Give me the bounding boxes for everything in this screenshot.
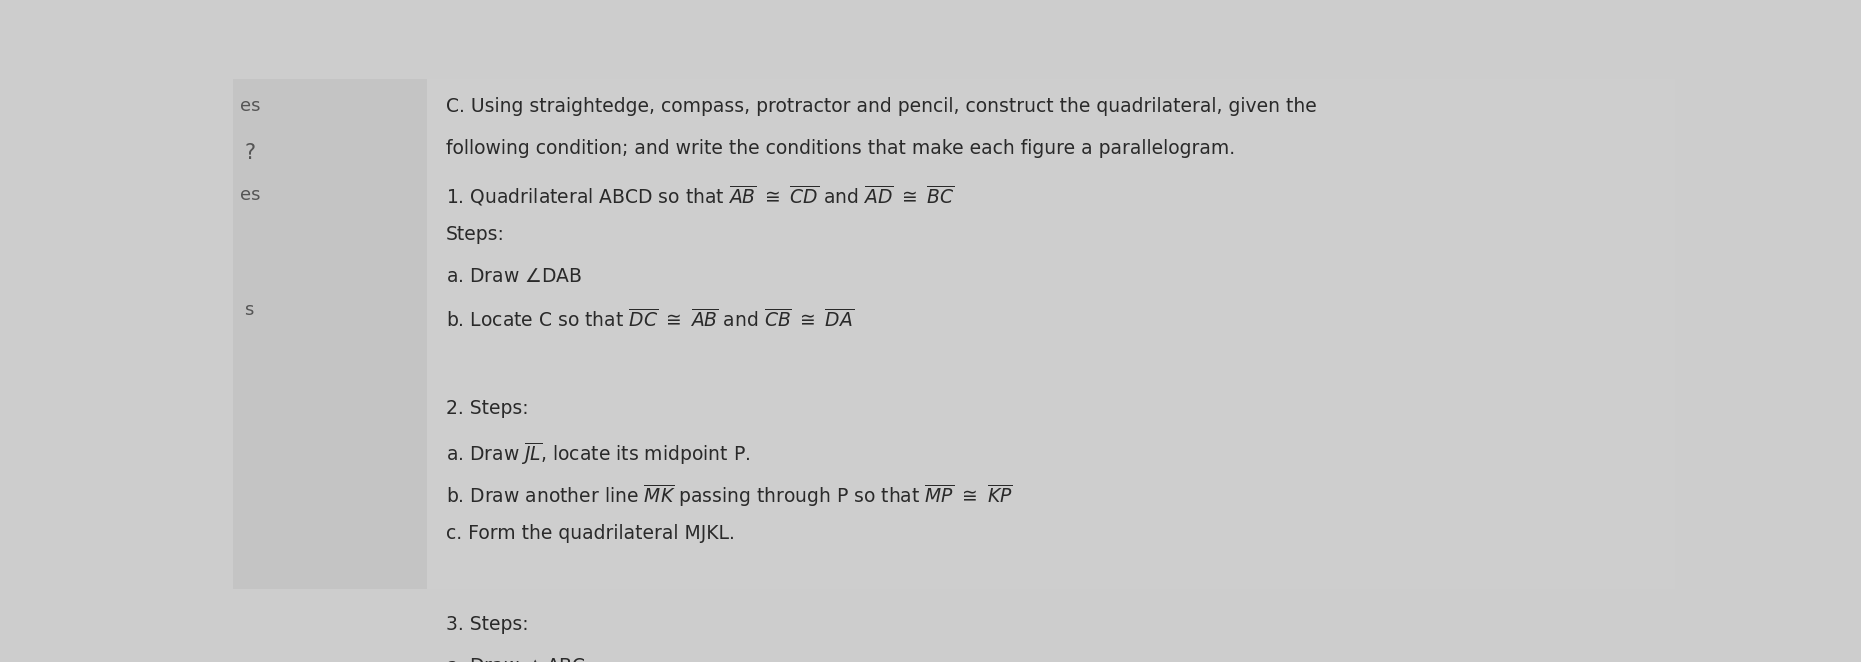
Text: C. Using straightedge, compass, protractor and pencil, construct the quadrilater: C. Using straightedge, compass, protract… [447, 97, 1318, 117]
Bar [233, 79, 428, 589]
Text: a. Draw $\triangle$ABC: a. Draw $\triangle$ABC [447, 657, 586, 662]
Text: b. Draw another line $\overline{MK}$ passing through P so that $\overline{MP}$ $: b. Draw another line $\overline{MK}$ pas… [447, 483, 1012, 509]
Text: 1. Quadrilateral ABCD so that $\overline{AB}$ $\cong$ $\overline{CD}$ and $\over: 1. Quadrilateral ABCD so that $\overline… [447, 183, 955, 208]
Text: Steps:: Steps: [447, 225, 504, 244]
Text: a. Draw $\angle$DAB: a. Draw $\angle$DAB [447, 267, 582, 286]
Text: es: es [240, 187, 261, 205]
Text: following condition; and write the conditions that make each figure a parallelog: following condition; and write the condi… [447, 139, 1236, 158]
Text: a. Draw $\overline{JL}$, locate its midpoint P.: a. Draw $\overline{JL}$, locate its midp… [447, 441, 750, 467]
Text: 2. Steps:: 2. Steps: [447, 399, 529, 418]
Bar [428, 79, 1675, 589]
Text: 3. Steps:: 3. Steps: [447, 614, 529, 634]
Text: b. Locate C so that $\overline{DC}$ $\cong$ $\overline{AB}$ and $\overline{CB}$ : b. Locate C so that $\overline{DC}$ $\co… [447, 308, 854, 332]
Text: es: es [240, 97, 261, 115]
Text: ?: ? [244, 143, 255, 163]
Text: s: s [244, 301, 253, 319]
Text: c. Form the quadrilateral MJKL.: c. Form the quadrilateral MJKL. [447, 524, 735, 544]
